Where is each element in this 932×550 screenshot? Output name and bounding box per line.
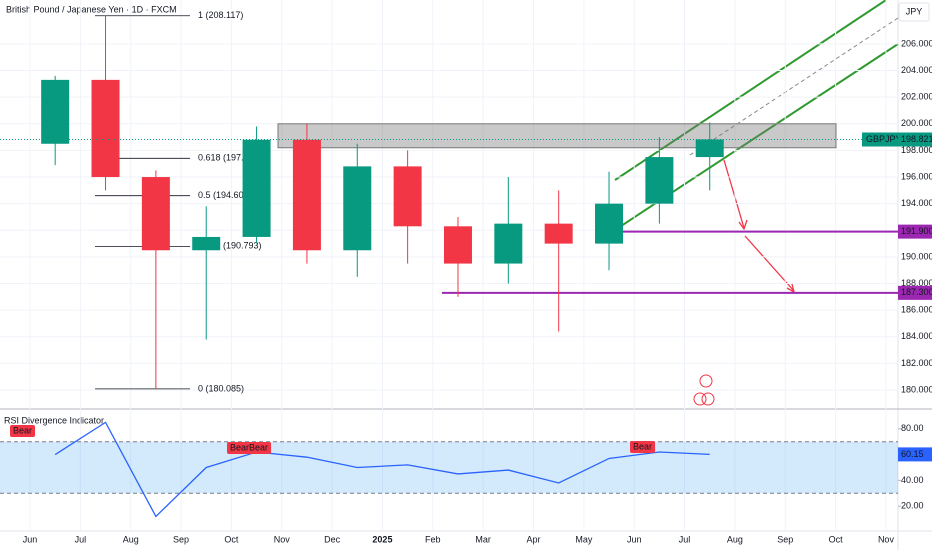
y-tick-label: 204.000 [901, 65, 932, 75]
candle-body [343, 166, 372, 251]
level-box [898, 285, 932, 300]
rsi-tick-label: 20.00 [901, 501, 924, 511]
candle-body [494, 223, 523, 264]
fib-label: 0.5 (194.601) [198, 190, 252, 200]
currency: JPY [906, 6, 923, 16]
candle-body [91, 79, 120, 178]
level-label: 191.900 [901, 226, 932, 236]
x-tick-label: Aug [123, 534, 139, 544]
fib-label: 0.618 (197.409) [198, 153, 262, 163]
y-tick-label: 202.000 [901, 92, 932, 102]
x-tick-label: 2025 [372, 534, 392, 544]
currency-box[interactable] [898, 2, 930, 22]
bear-label: Bear [13, 425, 32, 435]
x-tick-label: Oct [224, 534, 239, 544]
y-tick-label: 196.000 [901, 171, 932, 181]
y-tick-label: 190.000 [901, 251, 932, 261]
candle-body [595, 203, 624, 244]
x-tick-label: Aug [727, 534, 743, 544]
rsi-value-box [898, 447, 932, 462]
y-tick-label: 200.000 [901, 118, 932, 128]
bear-box [227, 442, 272, 454]
y-tick-label: 206.000 [901, 38, 932, 48]
x-tick-label: Apr [526, 534, 540, 544]
x-tick-label: Feb [425, 534, 441, 544]
x-tick-label: Dec [324, 534, 341, 544]
event-icon[interactable] [693, 392, 707, 406]
event-icon[interactable] [701, 392, 715, 406]
y-tick-label: 184.000 [901, 331, 932, 341]
candle-body [443, 226, 472, 264]
arrow [744, 235, 795, 292]
symbol-box [862, 132, 898, 147]
fib-label: 0.382 (190.793) [198, 241, 262, 251]
y-tick-label: 180.000 [901, 384, 932, 394]
y-tick-label: 182.000 [901, 358, 932, 368]
y-tick-label: 188.000 [901, 278, 932, 288]
last-price-box [898, 132, 932, 147]
candle-body [393, 166, 422, 227]
x-tick-label: Oct [829, 534, 844, 544]
candle-body [544, 223, 573, 244]
event-icon[interactable] [699, 374, 713, 388]
fib-label: 0 (180.085) [198, 383, 244, 393]
x-tick-label: May [575, 534, 593, 544]
y-tick-label: 194.000 [901, 198, 932, 208]
candle-body [192, 236, 221, 251]
candle-body [242, 139, 271, 237]
bear-label: Bear [633, 441, 652, 451]
bear-label: BearBear [230, 442, 268, 452]
rsi-value-label: 60.15 [901, 449, 924, 459]
level-box [898, 224, 932, 239]
rsi-tick-label: 40.00 [901, 475, 924, 485]
y-tick-label: 198.000 [901, 145, 932, 155]
last-price-label: 198.821 [901, 134, 932, 144]
level-label: 187.300 [901, 287, 932, 297]
candle-body [695, 139, 724, 158]
rsi-band [0, 441, 898, 494]
x-tick-label: Jun [23, 534, 38, 544]
candle-body [41, 79, 70, 144]
rsi-tick-label: 80.00 [901, 423, 924, 433]
rsi-line [54, 421, 710, 518]
y-tick-label: 186.000 [901, 305, 932, 315]
x-tick-label: Sep [173, 534, 189, 544]
x-tick-label: Jul [75, 534, 87, 544]
indicator-title: RSI Divergence Indicator [4, 415, 104, 425]
x-tick-label: Nov [274, 534, 291, 544]
bear-box [630, 441, 656, 453]
x-tick-label: Mar [475, 534, 491, 544]
x-tick-label: Nov [878, 534, 895, 544]
candle-body [141, 177, 170, 251]
arrow-head [738, 219, 748, 231]
chart-title: British Pound / Japanese Yen · 1D · FXCM [6, 4, 177, 14]
x-tick-label: Jun [627, 534, 642, 544]
x-tick-label: Sep [777, 534, 793, 544]
x-tick-label: Jul [679, 534, 691, 544]
arrow [723, 159, 745, 229]
symbol: GBPJPY [866, 134, 902, 144]
candle-body [292, 139, 321, 251]
fib-label: 1 (208.117) [198, 10, 243, 20]
candle-body [645, 157, 674, 204]
resistance-zone [277, 123, 837, 149]
bear-box [10, 425, 36, 437]
